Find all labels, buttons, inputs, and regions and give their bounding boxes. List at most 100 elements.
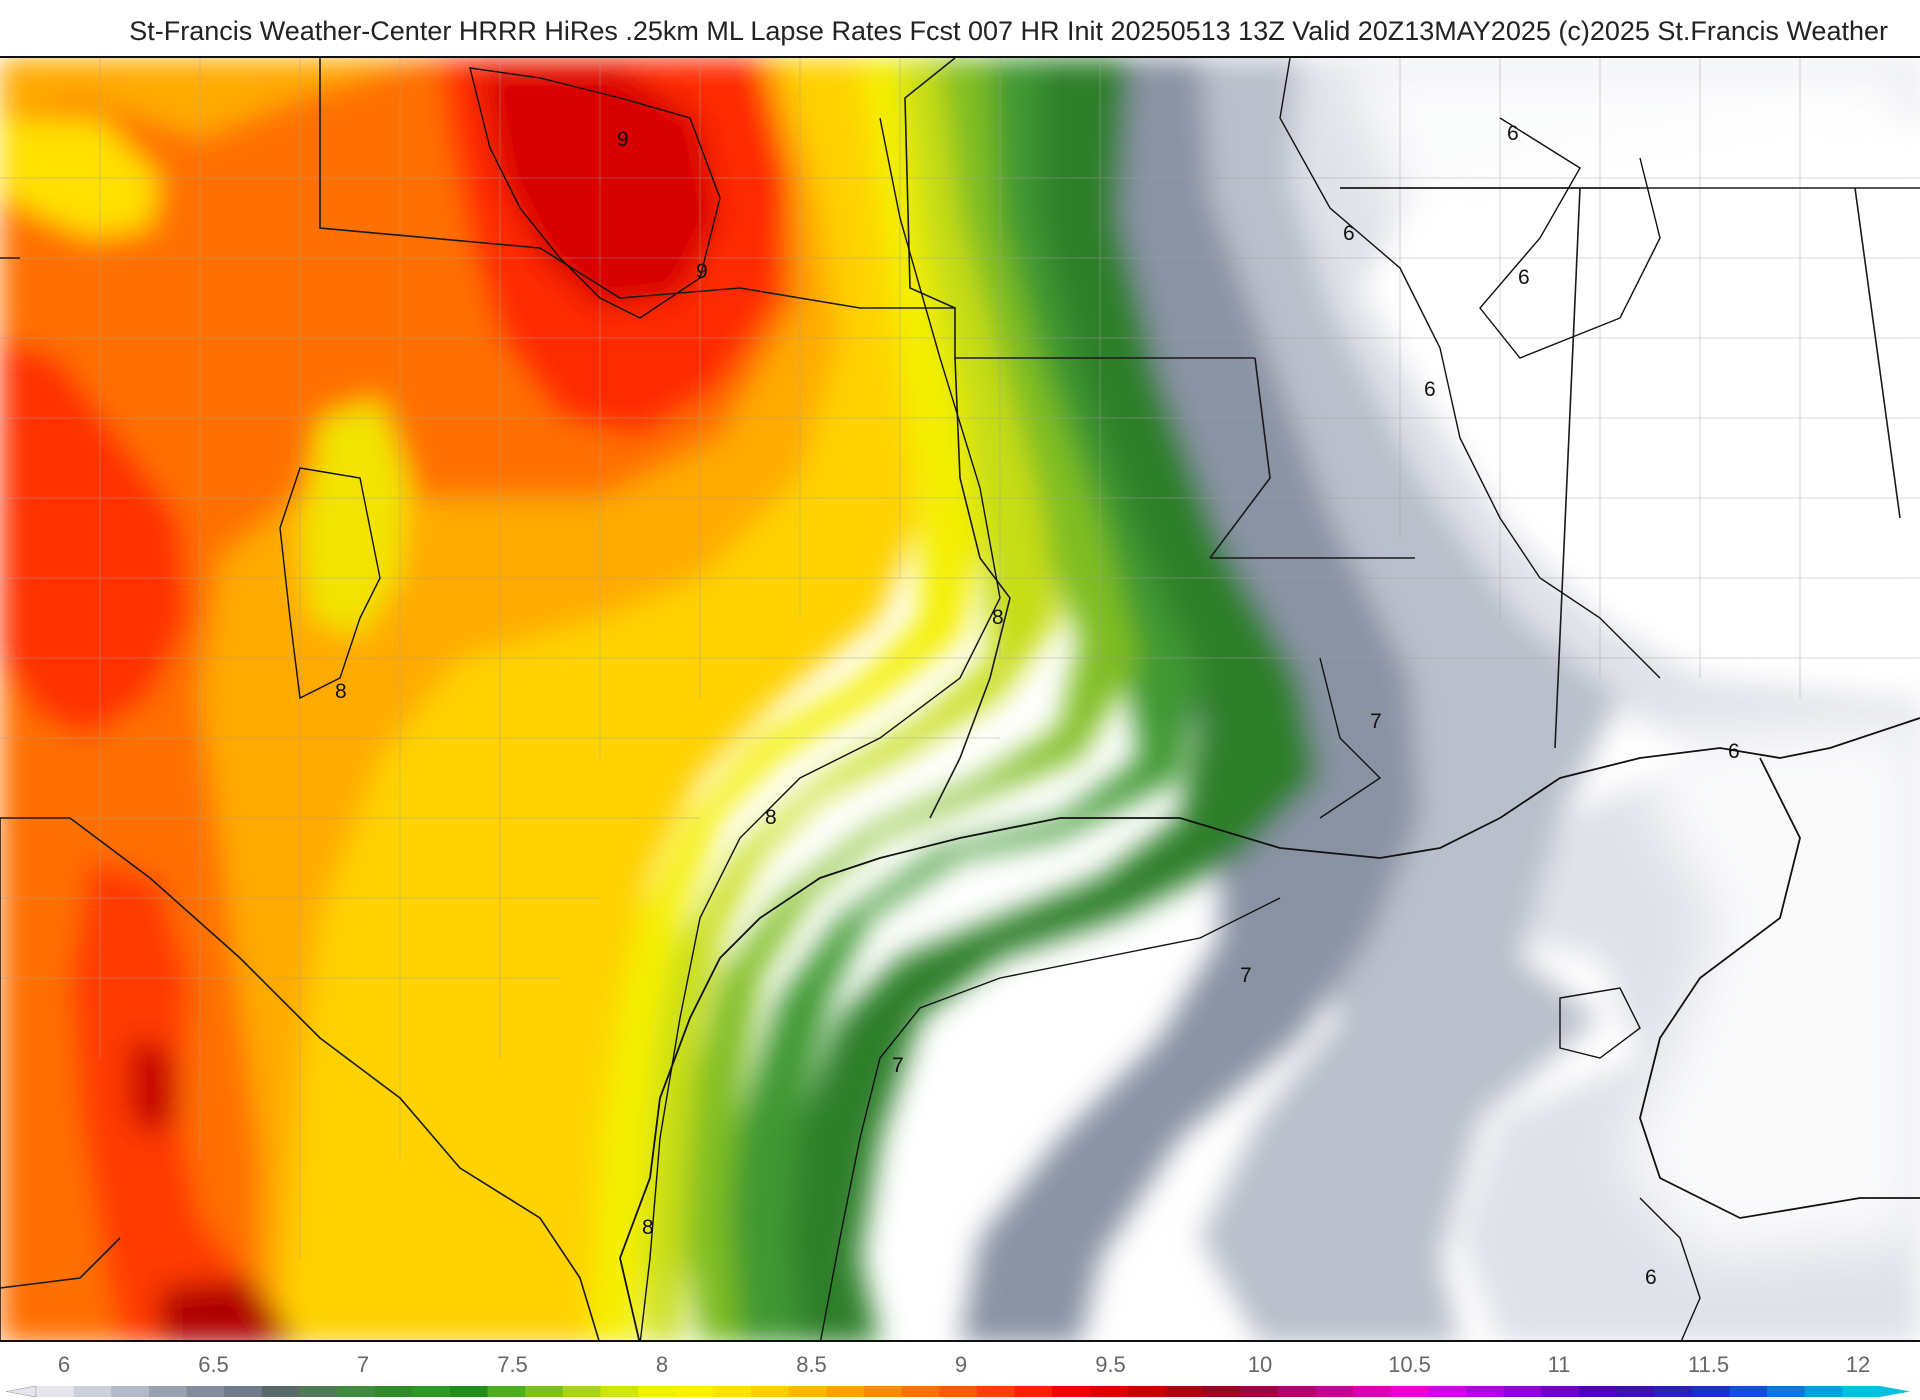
legend-tick-6: 6: [58, 1352, 70, 1377]
color-scale-legend: 6 6.5 7 7.5 8 8.5 9 9.5 10 10.5 11 11.5 12: [0, 1342, 1920, 1400]
contour-8-central-tx: 8: [765, 806, 777, 829]
border-tx-ok: [319, 58, 956, 358]
legend-swatch: [525, 1386, 564, 1397]
contour-7-louisiana: 7: [1370, 710, 1382, 733]
border-tx-ar-la: [929, 357, 1011, 819]
state-borders: [0, 58, 1920, 1340]
contour-9-north-2: 9: [696, 260, 708, 283]
contour-8-south-tx: 8: [642, 1216, 654, 1239]
contour-6-line-east: [1279, 58, 1661, 679]
legend-tick-12: 12: [1846, 1352, 1870, 1377]
legend-swatch: [1729, 1386, 1768, 1397]
contour-6-line-ne: [1479, 117, 1661, 359]
contour-7-gulf-west: 7: [892, 1054, 904, 1077]
green-mid-band: [720, 58, 1200, 1340]
legend-tick-11.5: 11.5: [1688, 1352, 1729, 1377]
legend-swatch: [1691, 1386, 1730, 1397]
yellow-band: [580, 58, 980, 1340]
coastline: [619, 717, 1920, 1340]
legend-swatch: [939, 1386, 978, 1397]
dark-red-core-sw: [130, 1038, 180, 1138]
legend-swatch: [1541, 1386, 1580, 1397]
contour-6-gulf-east: 6: [1645, 1266, 1657, 1289]
title-bar: St-Francis Weather-Center HRRR HiRes .25…: [0, 0, 1920, 56]
legend-swatch: [374, 1386, 413, 1397]
legend-swatch: [1390, 1386, 1429, 1397]
contour-7-line-la: [1319, 657, 1382, 819]
legend-swatch: [186, 1386, 225, 1397]
legend-swatch: [600, 1386, 639, 1397]
contour-8-panhandle: 8: [335, 680, 347, 703]
legend-swatch: [337, 1386, 376, 1397]
contour-lines: [279, 58, 1701, 1340]
legend-swatch: [1654, 1386, 1693, 1397]
contour-7-gulf-north: 7: [1240, 964, 1252, 987]
legend-swatch: [562, 1386, 601, 1397]
legend-swatch: [449, 1386, 489, 1397]
legend-tick-10.5: 10.5: [1388, 1352, 1431, 1377]
legend-swatch: [713, 1386, 752, 1397]
legend-swatch: [412, 1386, 451, 1397]
white-low-area-se: [1620, 718, 1920, 1258]
contour-6-ar: 6: [1424, 378, 1436, 401]
legend-swatch: [111, 1386, 150, 1397]
legend-swatch: [1578, 1386, 1618, 1397]
border-nm-tx: [0, 257, 121, 1289]
legend-svg: 6 6.5 7 7.5 8 8.5 9 9.5 10 10.5 11 11.5 12: [5, 1352, 1910, 1398]
legend-swatch: [675, 1386, 714, 1397]
county-grid: [0, 58, 1920, 1258]
legend-arrow-left: [5, 1385, 37, 1398]
legend-swatch: [826, 1386, 865, 1397]
legend-swatch: [1014, 1386, 1053, 1397]
green-dark-band: [780, 58, 1320, 1340]
contour-7-line-gulf: [820, 897, 1281, 1340]
legend-tick-11: 11: [1548, 1352, 1571, 1377]
contour-9-line: [469, 67, 721, 319]
legend-tick-7.5: 7.5: [497, 1352, 528, 1377]
legend-swatch: [1240, 1386, 1279, 1397]
contour-8-line-panhandle: [279, 467, 381, 700]
legend-tick-8.5: 8.5: [796, 1352, 827, 1377]
legend-swatch: [148, 1386, 188, 1397]
legend-swatch: [224, 1386, 263, 1397]
legend-swatch: [638, 1386, 677, 1397]
legend-swatch: [1277, 1386, 1317, 1397]
legend-tick-labels: 6 6.5 7 7.5 8 8.5 9 9.5 10 10.5 11 11.5 12: [58, 1352, 1870, 1377]
green-light-band: [680, 58, 1140, 1340]
legend-swatch: [863, 1386, 903, 1397]
white-low-area-ne: [1340, 58, 1920, 678]
legend-arrow-right: [1880, 1386, 1910, 1397]
contour-8-line-main: [639, 117, 1001, 1340]
border-ok-ar: [904, 58, 1255, 359]
contour-6-ms-river: 6: [1343, 222, 1355, 245]
contour-9-north: 9: [617, 128, 629, 151]
contour-6-ms: 6: [1518, 266, 1530, 289]
legend-swatch: [261, 1386, 300, 1397]
legend-swatch: [36, 1386, 75, 1397]
legend-swatch: [1164, 1386, 1204, 1397]
legend-swatch: [1616, 1386, 1655, 1397]
legend-swatch: [1127, 1386, 1166, 1397]
legend-swatch: [1804, 1386, 1843, 1397]
lapse-rate-map: 9 9 8 8 8 8 8 7 7 7 6 6 6 6 6 6: [0, 58, 1920, 1340]
legend-swatch: [299, 1386, 338, 1397]
contour-8-east-tx: 8: [992, 606, 1004, 629]
contour-6-tn: 6: [1507, 122, 1519, 145]
legend-swatch: [751, 1386, 790, 1397]
border-tx-mexico-rio: [0, 817, 600, 1340]
legend-color-bar: [5, 1385, 1910, 1398]
legend-swatch: [1767, 1386, 1806, 1397]
legend-swatch: [1052, 1386, 1091, 1397]
red-core-west: [0, 338, 190, 738]
dark-red-core-bottom: [160, 1278, 297, 1340]
legend-swatch: [1202, 1386, 1241, 1397]
contour-6-fl-panhandle: 6: [1728, 740, 1740, 763]
legend-swatch: [73, 1386, 112, 1397]
legend-swatch: [1353, 1386, 1392, 1397]
legend-swatch: [976, 1386, 1015, 1397]
legend-swatch: [1315, 1386, 1354, 1397]
legend-tick-9: 9: [955, 1352, 967, 1377]
legend-swatch: [901, 1386, 940, 1397]
legend-tick-8: 8: [656, 1352, 668, 1377]
legend-swatch: [487, 1386, 526, 1397]
